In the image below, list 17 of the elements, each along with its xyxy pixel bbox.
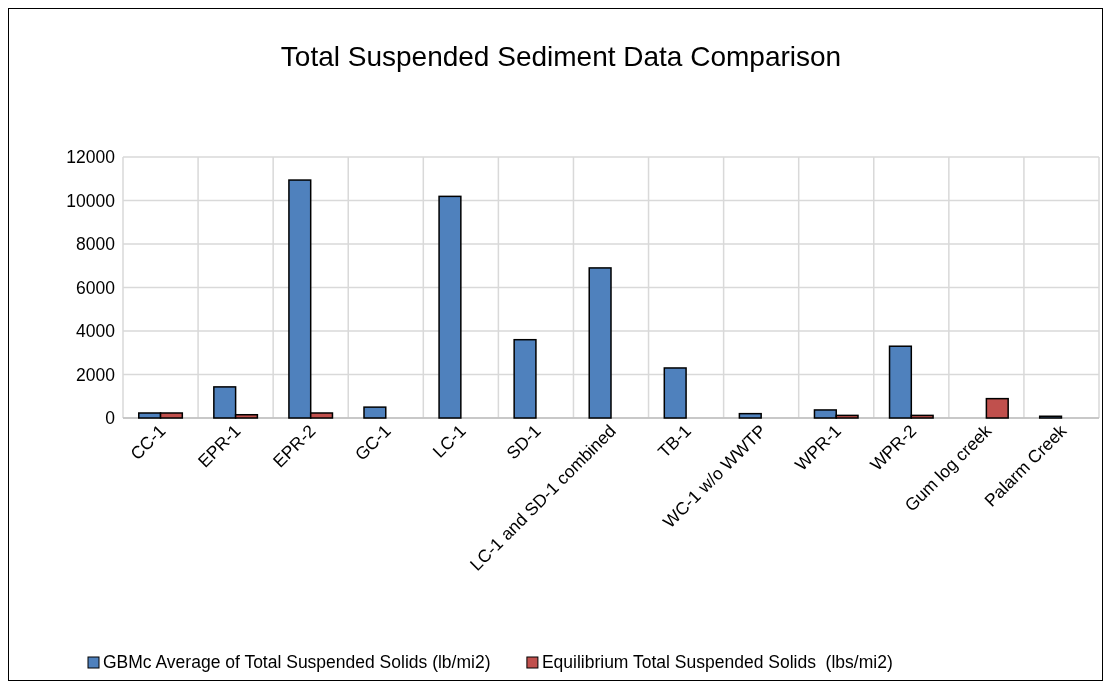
bar [513,338,537,419]
y-tick-label: 0 [105,408,116,428]
chart-title: Total Suspended Sediment Data Comparison [280,41,842,72]
y-tick-label: 2000 [76,364,116,385]
bar [738,412,762,419]
bar [985,397,1009,419]
legend-label: Equilibrium Total Suspended Solids (lbs/mi2) [541,652,893,672]
legend-label: GBMc Average of Total Suspended Solids (lb/mi2) [103,652,491,672]
bar [588,267,612,419]
y-tick-label: 8000 [76,234,116,254]
bar [663,367,687,419]
y-tick-label: 4000 [76,321,116,341]
y-tick-label: 6000 [76,277,116,298]
y-tick-label: 10000 [66,190,116,211]
y-tick-label: 12000 [66,147,116,167]
bar [363,406,387,419]
bar [438,195,462,419]
